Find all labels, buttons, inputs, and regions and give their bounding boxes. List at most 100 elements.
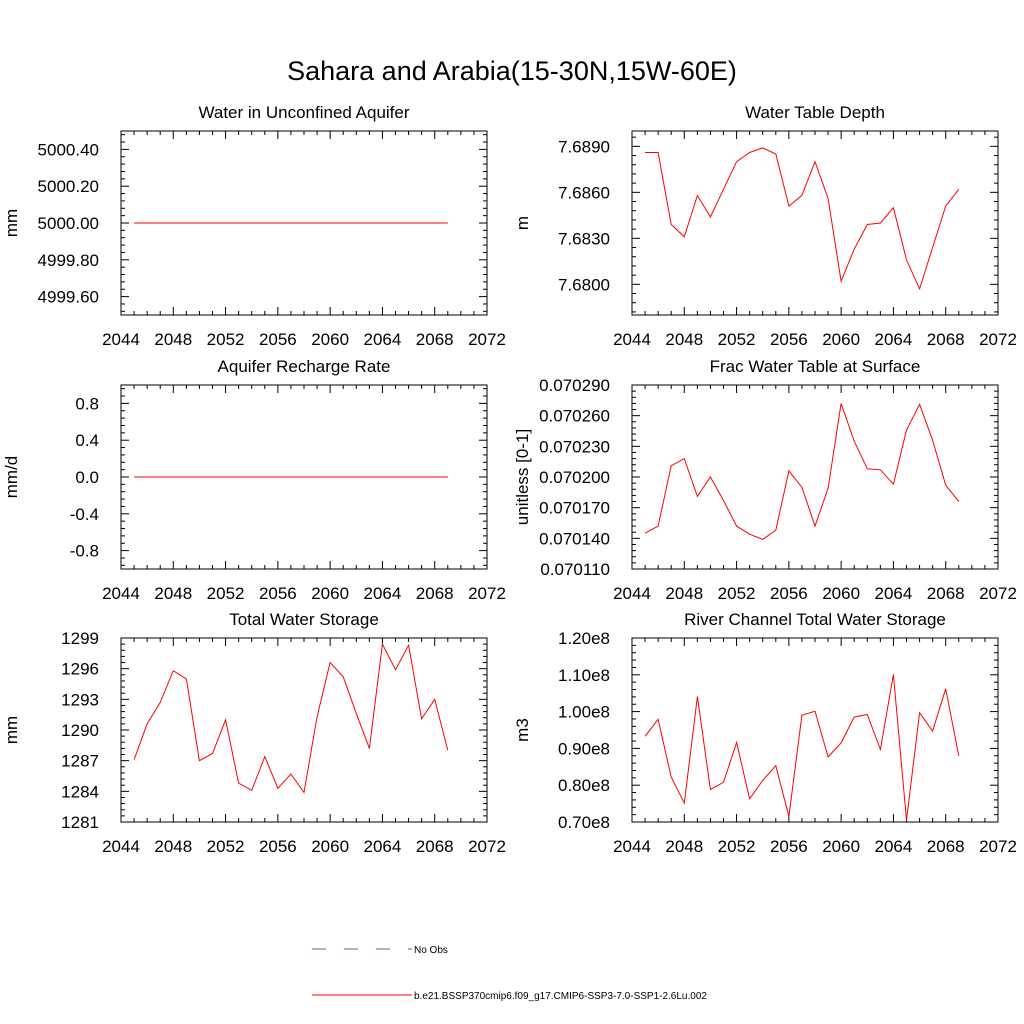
y-tick-label: 7.6830 bbox=[558, 229, 610, 248]
x-tick-label: 2060 bbox=[822, 837, 860, 856]
panel-title: Frac Water Table at Surface bbox=[710, 357, 921, 376]
x-tick-label: 2048 bbox=[154, 584, 192, 603]
y-tick-label: 1299 bbox=[61, 629, 99, 648]
y-tick-label: 0.070290 bbox=[539, 376, 610, 395]
x-tick-label: 2060 bbox=[311, 837, 349, 856]
y-tick-label: 7.6860 bbox=[558, 183, 610, 202]
x-tick-label: 2072 bbox=[979, 837, 1017, 856]
panel-title: Aquifer Recharge Rate bbox=[218, 357, 391, 376]
panel-1: 2044 2048 2052 2056 2060 2064 2068 2072 4999.60 4… bbox=[2, 103, 506, 349]
y-tick-label: 1287 bbox=[61, 752, 99, 771]
y-tick-label: 7.6890 bbox=[558, 137, 610, 156]
panel-3: 2044 2048 2052 2056 2060 2064 2068 2072 -0.8 -0.4… bbox=[2, 357, 506, 603]
y-axis-label: unitless [0-1] bbox=[513, 429, 532, 525]
y-tick-label: 0.8 bbox=[75, 394, 99, 413]
x-tick-label: 2044 bbox=[613, 330, 651, 349]
y-axis-label: mm bbox=[2, 209, 21, 237]
x-tick-label: 2048 bbox=[154, 837, 192, 856]
x-tick-label: 2068 bbox=[927, 837, 965, 856]
panel-title: Water Table Depth bbox=[745, 103, 885, 122]
x-tick-label: 2064 bbox=[875, 330, 913, 349]
x-tick-label: 2064 bbox=[875, 837, 913, 856]
panel-title: Total Water Storage bbox=[229, 610, 379, 629]
x-tick-label: 2044 bbox=[613, 837, 651, 856]
y-tick-label: 0.4 bbox=[75, 431, 99, 450]
x-tick-label: 2056 bbox=[770, 837, 808, 856]
series-line bbox=[645, 147, 960, 291]
y-tick-label: 0.070230 bbox=[539, 437, 610, 456]
panel-title: Water in Unconfined Aquifer bbox=[198, 103, 409, 122]
legend: No Obs b.e21.BSSP370cmip6.f09_g17.CMIP6-S… bbox=[312, 945, 707, 1002]
panel-6: 2044 2048 2052 2056 2060 2064 2068 2072 0.70e8 0.… bbox=[513, 610, 1017, 856]
y-tick-label: -0.8 bbox=[70, 542, 99, 561]
x-tick-label: 2048 bbox=[665, 330, 703, 349]
x-tick-label: 2072 bbox=[979, 330, 1017, 349]
y-tick-label: 7.6800 bbox=[558, 275, 610, 294]
panel-5: 2044 2048 2052 2056 2060 2064 2068 2072 1281 1284… bbox=[2, 610, 506, 856]
x-tick-label: 2056 bbox=[770, 330, 808, 349]
x-tick-label: 2060 bbox=[822, 330, 860, 349]
x-tick-label: 2072 bbox=[468, 330, 506, 349]
main-title: Sahara and Arabia(15-30N,15W-60E) bbox=[287, 56, 737, 86]
y-tick-label: -0.4 bbox=[70, 505, 99, 524]
y-tick-label: 1.20e8 bbox=[558, 629, 610, 648]
y-tick-label: 1.00e8 bbox=[558, 703, 610, 722]
y-tick-label: 0.0 bbox=[75, 468, 99, 487]
x-tick-label: 2048 bbox=[154, 330, 192, 349]
panel-title: River Channel Total Water Storage bbox=[684, 610, 946, 629]
x-tick-label: 2068 bbox=[927, 584, 965, 603]
x-tick-label: 2068 bbox=[416, 330, 454, 349]
y-tick-label: 0.070110 bbox=[540, 560, 610, 579]
panel-4: 2044 2048 2052 2056 2060 2064 2068 2072 0.070110… bbox=[513, 357, 1017, 603]
x-tick-label: 2056 bbox=[770, 584, 808, 603]
legend-label-no-obs: No Obs bbox=[414, 945, 448, 956]
x-tick-label: 2052 bbox=[718, 584, 756, 603]
x-tick-label: 2072 bbox=[468, 837, 506, 856]
x-tick-label: 2072 bbox=[979, 584, 1017, 603]
y-axis-label: mm/d bbox=[2, 456, 21, 499]
x-tick-label: 2052 bbox=[207, 837, 245, 856]
plot-frame bbox=[120, 637, 488, 823]
y-tick-label: 1290 bbox=[61, 721, 99, 740]
x-tick-label: 2060 bbox=[822, 584, 860, 603]
y-tick-label: 1.10e8 bbox=[558, 666, 610, 685]
x-tick-label: 2044 bbox=[102, 584, 140, 603]
y-tick-label: 0.90e8 bbox=[558, 739, 610, 758]
x-tick-label: 2064 bbox=[364, 584, 402, 603]
y-tick-label: 5000.20 bbox=[38, 177, 99, 196]
y-tick-label: 5000.00 bbox=[38, 214, 99, 233]
y-tick-label: 0.070140 bbox=[539, 529, 610, 548]
x-tick-label: 2052 bbox=[718, 837, 756, 856]
legend-label-run: b.e21.BSSP370cmip6.f09_g17.CMIP6-SSP3-7.… bbox=[414, 991, 707, 1002]
series-line bbox=[133, 642, 449, 794]
y-tick-label: 1284 bbox=[61, 782, 99, 801]
x-tick-label: 2064 bbox=[875, 584, 913, 603]
plot-frame bbox=[631, 637, 999, 823]
series-line bbox=[644, 674, 960, 821]
x-tick-label: 2064 bbox=[364, 330, 402, 349]
y-axis-label: mm bbox=[2, 716, 21, 744]
x-tick-label: 2064 bbox=[364, 837, 402, 856]
y-tick-label: 1281 bbox=[61, 813, 99, 832]
panel-2: 2044 2048 2052 2056 2060 2064 2068 2072 7.6800 7.… bbox=[513, 103, 1017, 349]
plot-frame bbox=[631, 130, 999, 316]
x-tick-label: 2052 bbox=[207, 584, 245, 603]
x-tick-label: 2068 bbox=[416, 837, 454, 856]
y-tick-label: 5000.40 bbox=[38, 140, 99, 159]
x-tick-label: 2048 bbox=[665, 837, 703, 856]
y-tick-label: 0.070260 bbox=[539, 407, 610, 426]
x-tick-label: 2056 bbox=[259, 330, 297, 349]
y-axis-label: m3 bbox=[513, 718, 532, 742]
x-tick-label: 2044 bbox=[102, 330, 140, 349]
y-tick-label: 0.070200 bbox=[539, 468, 610, 487]
x-tick-label: 2048 bbox=[665, 584, 703, 603]
y-tick-label: 0.070170 bbox=[539, 499, 610, 518]
y-tick-label: 1293 bbox=[61, 690, 99, 709]
x-tick-label: 2052 bbox=[207, 330, 245, 349]
y-tick-label: 0.70e8 bbox=[558, 813, 610, 832]
x-tick-label: 2068 bbox=[927, 330, 965, 349]
y-tick-label: 4999.60 bbox=[38, 288, 99, 307]
y-tick-label: 1296 bbox=[61, 660, 99, 679]
x-tick-label: 2052 bbox=[718, 330, 756, 349]
